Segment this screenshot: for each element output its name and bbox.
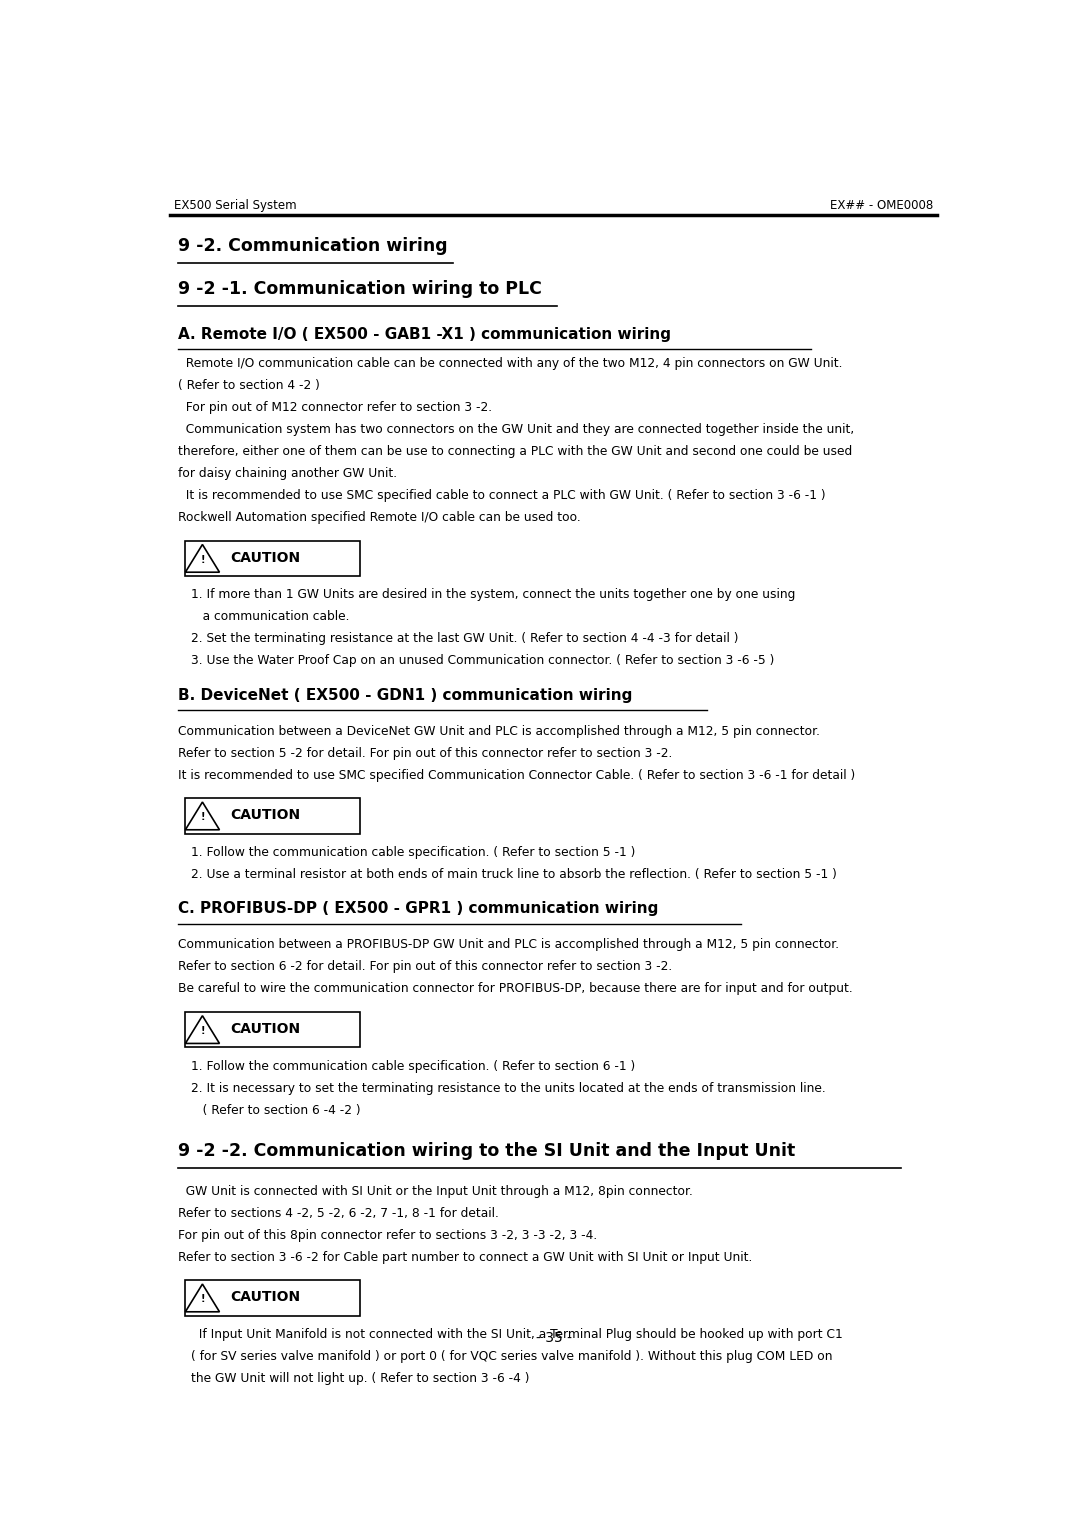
Polygon shape (186, 802, 219, 830)
Text: 1. Follow the communication cable specification. ( Refer to section 6 -1 ): 1. Follow the communication cable specif… (191, 1059, 635, 1073)
Text: !: ! (200, 813, 205, 822)
Polygon shape (186, 1284, 219, 1313)
Text: CAUTION: CAUTION (230, 1290, 300, 1305)
Text: If Input Unit Manifold is not connected with the SI Unit, a Terminal Plug should: If Input Unit Manifold is not connected … (191, 1328, 842, 1342)
Text: C. PROFIBUS-DP ( EX500 - GPR1 ) communication wiring: C. PROFIBUS-DP ( EX500 - GPR1 ) communic… (177, 902, 658, 917)
Text: Remote I/O communication cable can be connected with any of the two M12, 4 pin c: Remote I/O communication cable can be co… (177, 358, 842, 370)
Text: It is recommended to use SMC specified Communication Connector Cable. ( Refer to: It is recommended to use SMC specified C… (177, 769, 855, 781)
Text: for daisy chaining another GW Unit.: for daisy chaining another GW Unit. (177, 468, 396, 480)
Text: Refer to section 3 -6 -2 for Cable part number to connect a GW Unit with SI Unit: Refer to section 3 -6 -2 for Cable part … (177, 1250, 752, 1264)
FancyBboxPatch shape (186, 1012, 360, 1047)
Text: Refer to section 6 -2 for detail. For pin out of this connector refer to section: Refer to section 6 -2 for detail. For pi… (177, 960, 672, 973)
Text: 9 -2 -1. Communication wiring to PLC: 9 -2 -1. Communication wiring to PLC (177, 280, 541, 298)
Text: Refer to sections 4 -2, 5 -2, 6 -2, 7 -1, 8 -1 for detail.: Refer to sections 4 -2, 5 -2, 6 -2, 7 -1… (177, 1207, 499, 1219)
Text: Communication system has two connectors on the GW Unit and they are connected to: Communication system has two connectors … (177, 423, 854, 435)
Text: 2. It is necessary to set the terminating resistance to the units located at the: 2. It is necessary to set the terminatin… (191, 1082, 825, 1094)
Text: a communication cable.: a communication cable. (191, 610, 349, 623)
Text: 2. Use a terminal resistor at both ends of main truck line to absorb the reflect: 2. Use a terminal resistor at both ends … (191, 868, 837, 880)
Text: CAUTION: CAUTION (230, 550, 300, 564)
Text: Communication between a DeviceNet GW Unit and PLC is accomplished through a M12,: Communication between a DeviceNet GW Uni… (177, 724, 820, 738)
Polygon shape (186, 1016, 219, 1044)
Text: 2. Set the terminating resistance at the last GW Unit. ( Refer to section 4 -4 -: 2. Set the terminating resistance at the… (191, 633, 739, 645)
Text: therefore, either one of them can be use to connecting a PLC with the GW Unit an: therefore, either one of them can be use… (177, 445, 852, 458)
Text: 1. Follow the communication cable specification. ( Refer to section 5 -1 ): 1. Follow the communication cable specif… (191, 847, 635, 859)
Text: CAUTION: CAUTION (230, 1022, 300, 1036)
Text: B. DeviceNet ( EX500 - GDN1 ) communication wiring: B. DeviceNet ( EX500 - GDN1 ) communicat… (177, 688, 632, 703)
Text: Communication between a PROFIBUS-DP GW Unit and PLC is accomplished through a M1: Communication between a PROFIBUS-DP GW U… (177, 938, 839, 952)
Text: !: ! (200, 555, 205, 565)
Text: !: ! (200, 1294, 205, 1305)
Text: EX500 Serial System: EX500 Serial System (174, 199, 296, 212)
Polygon shape (186, 544, 219, 571)
Text: Be careful to wire the communication connector for PROFIBUS-DP, because there ar: Be careful to wire the communication con… (177, 983, 852, 995)
Text: ( for SV series valve manifold ) or port 0 ( for VQC series valve manifold ). Wi: ( for SV series valve manifold ) or port… (191, 1349, 833, 1363)
Text: 9 -2 -2. Communication wiring to the SI Unit and the Input Unit: 9 -2 -2. Communication wiring to the SI … (177, 1143, 795, 1160)
FancyBboxPatch shape (186, 798, 360, 834)
Text: 1. If more than 1 GW Units are desired in the system, connect the units together: 1. If more than 1 GW Units are desired i… (191, 588, 795, 602)
Text: 3. Use the Water Proof Cap on an unused Communication connector. ( Refer to sect: 3. Use the Water Proof Cap on an unused … (191, 654, 774, 668)
Text: - 35 -: - 35 - (536, 1331, 571, 1345)
Text: 9 -2. Communication wiring: 9 -2. Communication wiring (177, 237, 447, 255)
Text: Refer to section 5 -2 for detail. For pin out of this connector refer to section: Refer to section 5 -2 for detail. For pi… (177, 747, 672, 759)
Text: ( Refer to section 4 -2 ): ( Refer to section 4 -2 ) (177, 379, 320, 393)
Text: It is recommended to use SMC specified cable to connect a PLC with GW Unit. ( Re: It is recommended to use SMC specified c… (177, 489, 825, 503)
Text: A. Remote I/O ( EX500 - GAB1 -X1 ) communication wiring: A. Remote I/O ( EX500 - GAB1 -X1 ) commu… (177, 327, 671, 342)
FancyBboxPatch shape (186, 1280, 360, 1316)
Text: CAUTION: CAUTION (230, 808, 300, 822)
Text: GW Unit is connected with SI Unit or the Input Unit through a M12, 8pin connecto: GW Unit is connected with SI Unit or the… (177, 1184, 692, 1198)
Text: ( Refer to section 6 -4 -2 ): ( Refer to section 6 -4 -2 ) (191, 1103, 361, 1117)
Text: For pin out of M12 connector refer to section 3 -2.: For pin out of M12 connector refer to se… (177, 402, 491, 414)
Text: Rockwell Automation specified Remote I/O cable can be used too.: Rockwell Automation specified Remote I/O… (177, 510, 580, 524)
FancyBboxPatch shape (186, 541, 360, 576)
Text: !: ! (200, 1027, 205, 1036)
Text: For pin out of this 8pin connector refer to sections 3 -2, 3 -3 -2, 3 -4.: For pin out of this 8pin connector refer… (177, 1229, 597, 1242)
Text: EX## - OME0008: EX## - OME0008 (831, 199, 933, 212)
Text: the GW Unit will not light up. ( Refer to section 3 -6 -4 ): the GW Unit will not light up. ( Refer t… (191, 1372, 529, 1384)
